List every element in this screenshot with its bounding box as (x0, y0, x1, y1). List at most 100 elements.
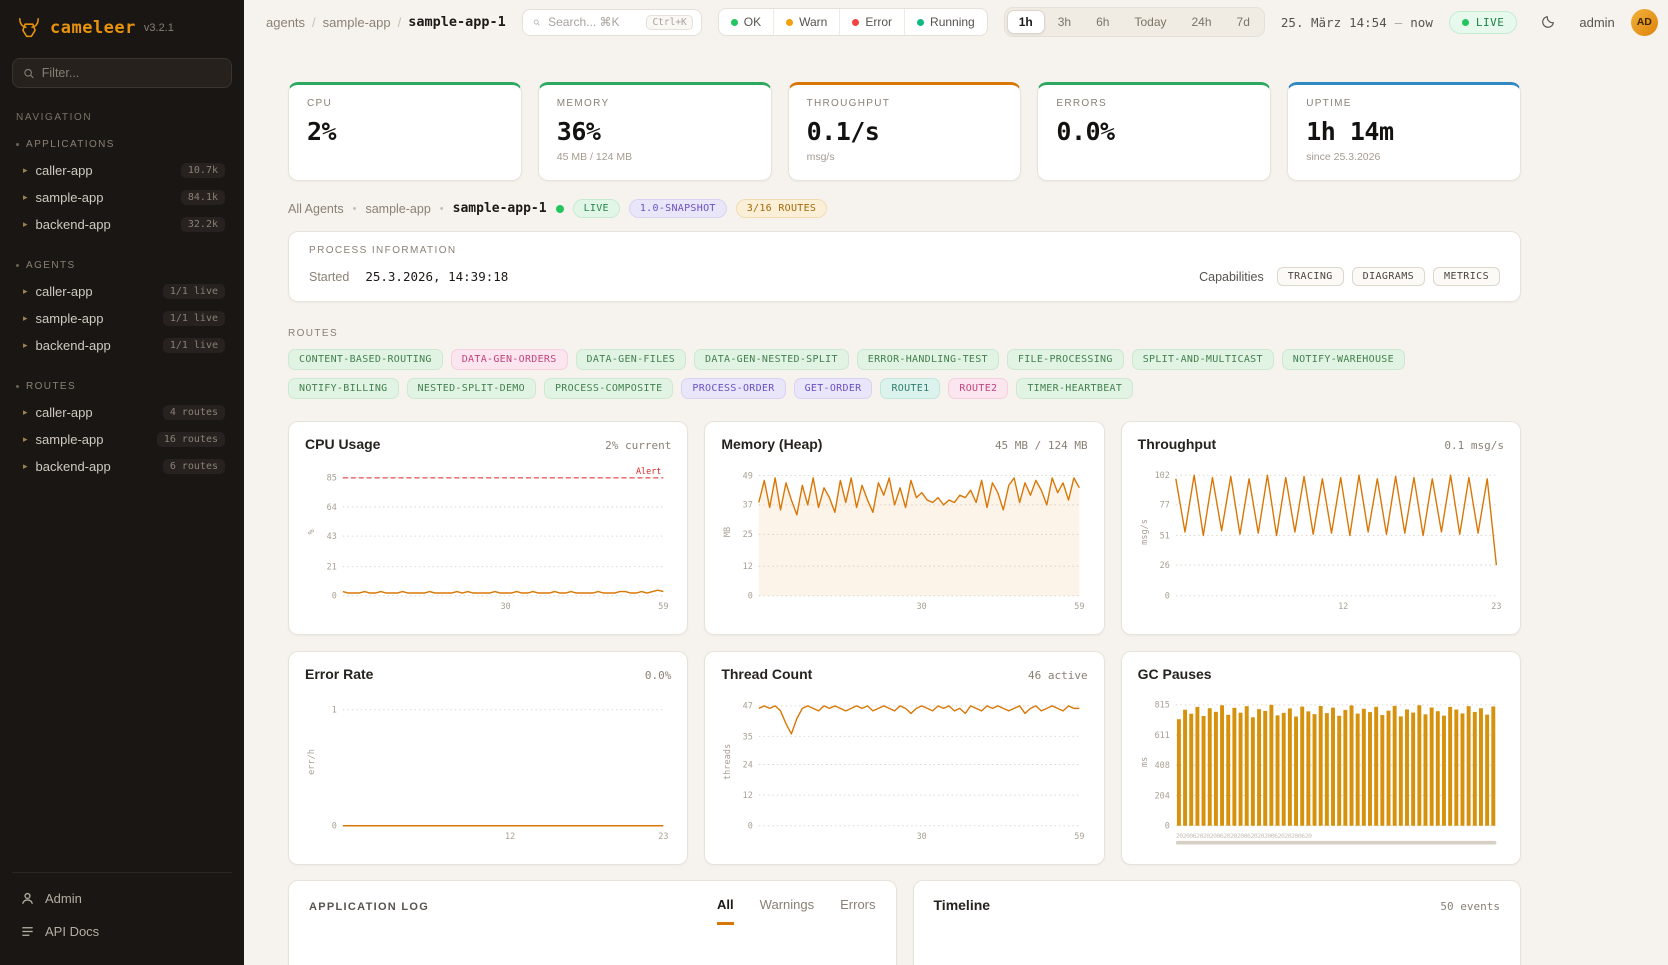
sidebar-item-routes-backend-app[interactable]: ▸ backend-app 6 routes (12, 453, 232, 480)
time-range-1h[interactable]: 1h (1006, 10, 1045, 34)
sidebar-item-label: caller-app (35, 405, 93, 420)
sidebar-item-agents-sample-app[interactable]: ▸ sample-app 1/1 live (12, 305, 232, 332)
time-range-6h[interactable]: 6h (1096, 15, 1110, 29)
timeline-card: Timeline 50 events (912, 880, 1521, 965)
chevron-right-icon: ▸ (23, 434, 28, 444)
user-menu[interactable]: admin (1579, 14, 1615, 30)
filter-input[interactable] (41, 66, 221, 80)
app-version: v3.2.1 (143, 22, 174, 34)
sidebar-item-api-docs[interactable]: API Docs (12, 916, 232, 947)
agent-app-link[interactable]: sample-app (365, 201, 431, 216)
status-filter-error[interactable]: Error (839, 9, 904, 35)
sidebar-item-applications-backend-app[interactable]: ▸ backend-app 32.2k (12, 211, 232, 238)
log-tab-errors[interactable]: Errors (840, 897, 876, 912)
chart-title: Thread Count (721, 666, 813, 682)
stat-card-errors: ERRORS 0.0% (1037, 82, 1272, 181)
route-badge-data-gen-files[interactable]: DATA-GEN-FILES (575, 349, 687, 370)
svg-text:35: 35 (743, 732, 753, 742)
route-badge-data-gen-orders[interactable]: DATA-GEN-ORDERS (450, 349, 568, 370)
route-badge-get-order[interactable]: GET-ORDER (793, 378, 873, 399)
svg-text:24: 24 (743, 760, 753, 770)
svg-text:102: 102 (1154, 471, 1169, 481)
live-toggle[interactable]: LIVE (1448, 10, 1518, 34)
route-badge-data-gen-nested-split[interactable]: DATA-GEN-NESTED-SPLIT (694, 349, 849, 370)
stat-value: 2% (307, 117, 337, 146)
sidebar-item-routes-caller-app[interactable]: ▸ caller-app 4 routes (12, 399, 232, 426)
stat-sub: 45 MB / 124 MB (556, 151, 633, 163)
svg-text:12: 12 (1338, 602, 1348, 612)
time-range-24h[interactable]: 24h (1191, 15, 1212, 29)
route-badge-content-based-routing[interactable]: CONTENT-BASED-ROUTING (288, 349, 443, 370)
dark-mode-toggle[interactable] (1533, 7, 1563, 37)
svg-text:26: 26 (1159, 561, 1169, 571)
svg-text:0: 0 (748, 822, 753, 832)
sidebar-item-badge: 6 routes (162, 459, 225, 474)
log-tabs: All Warnings Errors (717, 897, 876, 925)
route-badge-route2[interactable]: ROUTE2 (948, 378, 1009, 399)
route-badge-file-processing[interactable]: FILE-PROCESSING (1006, 349, 1124, 370)
capabilities: Capabilities TRACING DIAGRAMS METRICS (1199, 267, 1500, 286)
capability-badge-diagrams[interactable]: DIAGRAMS (1351, 267, 1426, 286)
time-range-display[interactable]: 25. März 14:54 — now (1281, 15, 1433, 30)
route-badge-split-and-multicast[interactable]: SPLIT-AND-MULTICAST (1131, 349, 1274, 370)
svg-text:err/h: err/h (307, 749, 317, 775)
chart-title: CPU Usage (305, 436, 381, 452)
sidebar-item-label: sample-app (35, 311, 104, 326)
svg-text:64: 64 (327, 503, 337, 513)
chart-plot-memory-heap: 0 12 25 37 49 30 59 MB (723, 471, 1084, 612)
chevron-right-icon: ▸ (23, 461, 28, 471)
svg-text:MB: MB (723, 527, 733, 537)
sidebar-item-admin[interactable]: Admin (12, 883, 232, 914)
search-input[interactable] (548, 15, 639, 29)
sidebar-nav: APPLICATIONS ▸ caller-app 10.7k ▸ sample-app 8… (12, 137, 232, 500)
capability-badge-tracing[interactable]: TRACING (1276, 267, 1344, 286)
status-filter-warn[interactable]: Warn (773, 9, 839, 35)
sidebar-item-badge: 1/1 live (162, 284, 225, 299)
status-filter-running[interactable]: Running (904, 9, 987, 35)
sidebar-item-label: caller-app (35, 284, 93, 299)
svg-text:49: 49 (743, 471, 753, 481)
status-filter-group: OK Warn Error Running (717, 8, 988, 36)
sidebar-item-routes-sample-app[interactable]: ▸ sample-app 16 routes (12, 426, 232, 453)
breadcrumb-app[interactable]: sample-app (322, 14, 391, 30)
svg-text:12: 12 (743, 791, 753, 801)
sidebar-section-label: APPLICATIONS (12, 137, 232, 157)
route-badge-error-handling-test[interactable]: ERROR-HANDLING-TEST (856, 349, 999, 370)
svg-text:30: 30 (917, 602, 927, 612)
svg-text:23: 23 (658, 832, 668, 842)
agent-instance-name: sample-app-1 (452, 201, 547, 216)
status-filter-ok[interactable]: OK (719, 9, 773, 35)
route-badge-route1[interactable]: ROUTE1 (880, 378, 941, 399)
time-range-3h[interactable]: 3h (1057, 15, 1072, 29)
log-tab-warnings[interactable]: Warnings (759, 897, 815, 912)
capability-badge-metrics[interactable]: METRICS (1433, 267, 1500, 286)
all-agents-link[interactable]: All Agents (288, 201, 344, 216)
sidebar-item-applications-caller-app[interactable]: ▸ caller-app 10.7k (12, 157, 232, 184)
logo[interactable]: cameleer v3.2.1 (12, 14, 232, 58)
timeline-title: Timeline (933, 897, 991, 913)
time-range-7d[interactable]: 7d (1236, 15, 1250, 29)
chart-title: GC Pauses (1137, 666, 1212, 682)
route-badge-timer-heartbeat[interactable]: TIMER-HEARTBEAT (1016, 378, 1134, 399)
sidebar-item-agents-caller-app[interactable]: ▸ caller-app 1/1 live (12, 278, 232, 305)
avatar[interactable]: AD (1630, 8, 1658, 36)
breadcrumb-agents[interactable]: agents (266, 14, 306, 30)
log-tab-all[interactable]: All (717, 897, 734, 925)
sidebar-item-applications-sample-app[interactable]: ▸ sample-app 84.1k (12, 184, 232, 211)
route-badge-nested-split-demo[interactable]: NESTED-SPLIT-DEMO (406, 378, 536, 399)
status-filter-label: Running (930, 15, 975, 29)
agent-live-dot (555, 204, 564, 213)
status-dot-icon (852, 18, 860, 26)
route-badge-process-order[interactable]: PROCESS-ORDER (681, 378, 786, 399)
route-badge-notify-billing[interactable]: NOTIFY-BILLING (288, 378, 399, 399)
stat-value: 1h 14m (1306, 117, 1394, 146)
route-badge-notify-warehouse[interactable]: NOTIFY-WAREHOUSE (1281, 349, 1405, 370)
time-range-today[interactable]: Today (1134, 15, 1167, 29)
chart-plot-error-rate: 0 1 12 23 err/h (307, 706, 668, 842)
route-badge-process-composite[interactable]: PROCESS-COMPOSITE (543, 378, 674, 399)
moon-icon (1542, 16, 1555, 28)
stat-cards-row: CPU 2% MEMORY 36% 45 MB / 124 MB THROUGHPUT 0.… (288, 82, 1521, 181)
stat-card-memory: MEMORY 36% 45 MB / 124 MB (537, 82, 772, 181)
chevron-right-icon: ▸ (23, 219, 28, 229)
sidebar-item-agents-backend-app[interactable]: ▸ backend-app 1/1 live (12, 332, 232, 359)
